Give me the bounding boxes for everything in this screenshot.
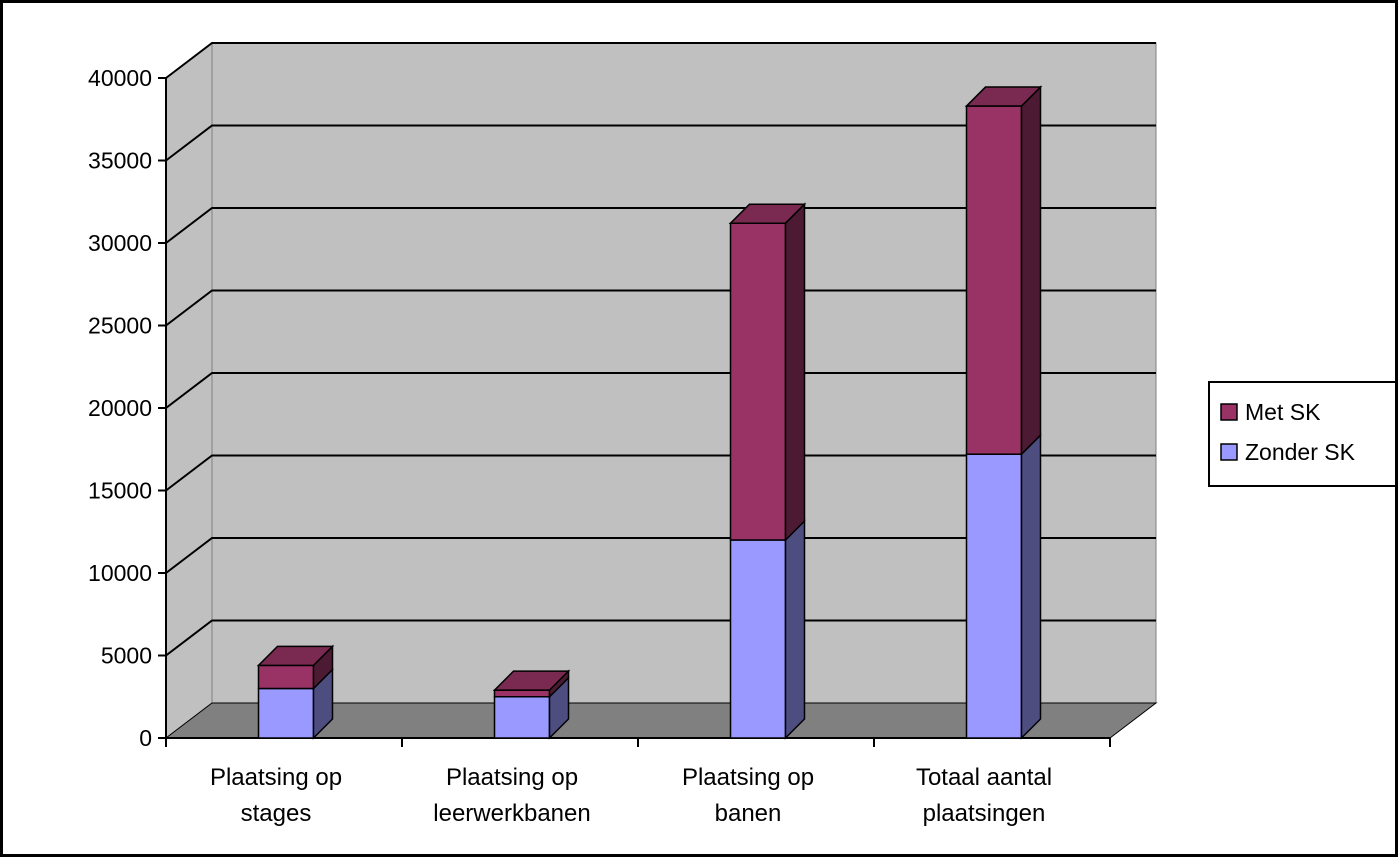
y-tick-label: 15000 [88,478,152,504]
gridline [165,124,1156,162]
bar-front [965,105,1023,455]
x-tick-label: stages [241,800,312,827]
y-tick-label: 35000 [88,148,152,174]
bar-segment-met-sk [728,202,807,542]
legend: Met SK Zonder SK [1208,381,1397,487]
x-tick-label: plaatsingen [923,800,1046,827]
y-tick-label: 10000 [88,560,152,586]
y-tick-label: 20000 [88,395,152,421]
legend-label: Met SK [1245,399,1321,425]
legend-swatch [1220,443,1238,461]
bar-top [964,86,1043,107]
y-tick-label: 40000 [88,65,152,91]
legend-label: Zonder SK [1245,439,1356,465]
bar-segment-zonder-sk [257,667,334,740]
x-tick-label: Totaal aantal [916,764,1052,791]
bar-side [784,202,806,542]
gridline [165,207,1156,244]
bar-front [257,664,315,690]
bar-side [1020,433,1042,740]
bar-side [784,519,806,740]
bar-top [492,670,571,691]
bar-front [493,696,551,739]
bar-segment-met-sk [964,85,1043,457]
x-tick-label: Plaatsing op [682,764,814,791]
axes [158,77,1111,747]
bar-top [256,645,335,667]
x-tick-label: leerwerkbanen [433,800,590,827]
gridline [165,537,1156,574]
gridline [165,289,1156,327]
y-tick-label: 0 [139,725,152,751]
bars [256,85,1043,740]
x-tick-label: banen [715,800,782,827]
bar-segment-zonder-sk [729,519,806,740]
bar-front [965,453,1023,739]
bar-front [493,689,551,698]
gridline [165,454,1156,492]
y-tick-label: 25000 [88,313,152,339]
y-tick-label: 5000 [101,643,152,669]
bar-front [257,687,315,739]
gridline [165,619,1156,657]
bar-front [729,539,787,739]
x-tick-label: Plaatsing op [446,764,578,791]
bar-segment-met-sk [492,669,571,699]
y-tick-label: 30000 [88,230,152,256]
gridline [165,42,1156,79]
y-axis-tick-labels: 0 5000 10000 15000 20000 25000 30000 35000 40000 [88,65,152,751]
x-axis-tick-labels: Plaatsing op stages Plaatsing op leerwerkba… [210,764,1052,827]
legend-box [1208,381,1397,487]
bar-segment-zonder-sk [965,433,1042,740]
x-tick-label: Plaatsing op [210,764,342,791]
gridlines [165,42,1156,657]
bar-front [729,222,787,541]
bar-top [728,203,807,224]
bar-side [1020,85,1042,457]
legend-swatch [1220,403,1238,421]
gridline [165,372,1156,409]
bar-segment-met-sk [256,644,335,691]
